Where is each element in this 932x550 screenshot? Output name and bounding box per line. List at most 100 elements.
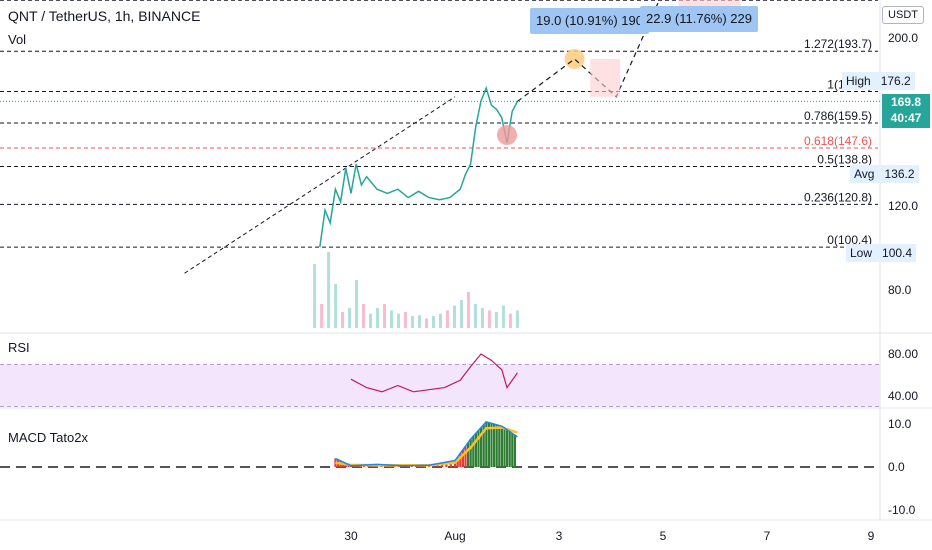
price-axis-tick: 80.0	[888, 283, 912, 297]
volume-bar	[376, 308, 380, 328]
volume-bar	[397, 313, 401, 328]
peak-marker	[564, 49, 585, 69]
volume-bar	[369, 313, 373, 328]
avg-tag: Avg 136.2	[850, 165, 919, 183]
macd-histogram-bar	[461, 449, 464, 467]
price-line	[319, 85, 519, 248]
volume-bar	[320, 304, 324, 328]
volume-bar	[411, 316, 415, 328]
current-price-tag: 169.8 40:47	[882, 94, 930, 128]
time-axis-tick: 9	[868, 529, 875, 543]
high-tag-label: High	[846, 74, 871, 88]
fib-level-label: 0.786(159.5)	[804, 109, 872, 123]
sell-marker	[497, 125, 517, 145]
macd-histogram-bar	[493, 424, 496, 467]
fib-level-label: 0(100.4)	[827, 233, 872, 247]
volume-bar	[501, 305, 505, 328]
macd-axis-tick: 10.0	[888, 417, 912, 431]
time-axis-tick: 5	[660, 529, 667, 543]
macd-histogram-bar	[511, 433, 514, 467]
macd-histogram-bar	[508, 431, 511, 467]
macd-signal-line	[335, 426, 518, 467]
volume-bar	[417, 315, 421, 328]
volume-bar	[438, 313, 442, 328]
time-axis-tick: 3	[556, 529, 563, 543]
volume-bar	[334, 284, 338, 328]
avg-tag-label: Avg	[854, 167, 875, 181]
macd-histogram-bar	[456, 456, 459, 467]
time-axis-tick: 30	[344, 529, 358, 543]
volume-bar	[480, 308, 484, 328]
macd-histogram-bar	[354, 465, 357, 467]
macd-label: MACD Tato2x	[8, 430, 88, 445]
volume-bar	[390, 310, 394, 328]
price-axis-tick: 120.0	[888, 199, 918, 213]
volume-bar	[404, 312, 408, 328]
low-tag-label: Low	[850, 246, 873, 260]
macd-histogram-bar	[472, 436, 475, 467]
rsi-band	[0, 364, 880, 407]
macd-histogram-bar	[477, 430, 480, 467]
macd-line	[335, 421, 518, 467]
macd-histogram-bar	[485, 421, 488, 467]
currency-badge[interactable]: USDT	[882, 6, 924, 24]
macd-histogram-bar	[490, 423, 493, 467]
macd-histogram-bar	[474, 433, 477, 467]
price-axis-tick: 200.0	[888, 31, 918, 45]
current-price: 169.8	[890, 95, 922, 109]
volume-bar	[383, 304, 387, 328]
volume-bar	[424, 318, 428, 328]
volume-bar	[487, 310, 491, 328]
macd-histogram-bar	[503, 427, 506, 467]
rsi-label: RSI	[8, 340, 30, 355]
fib-level-label: 1.272(193.7)	[804, 37, 872, 51]
macd-axis-tick: -10.0	[888, 503, 916, 517]
volume-bar	[327, 252, 331, 328]
rsi-line	[350, 353, 518, 393]
fib-level-label: 0.236(120.8)	[804, 190, 872, 204]
volume-bar	[431, 316, 435, 328]
projection-box	[590, 59, 621, 97]
macd-histogram-bar	[506, 429, 509, 467]
macd-histogram-bar	[467, 442, 470, 467]
macd-histogram-bar	[464, 446, 467, 467]
time-axis-tick: 7	[764, 529, 771, 543]
trendline	[184, 96, 456, 274]
chart-title: QNT / TetherUS, 1h, BINANCE	[8, 8, 201, 24]
rsi-axis-tick: 80.00	[888, 347, 918, 361]
high-tag: High 176.2	[842, 72, 915, 90]
volume-bar	[494, 312, 498, 328]
volume-bar	[508, 313, 512, 328]
rsi-axis-tick: 40.00	[888, 389, 918, 403]
volume-bar	[362, 304, 366, 328]
volume-bar	[313, 264, 317, 328]
volume-bar	[473, 304, 477, 328]
macd-histogram-bar	[498, 425, 501, 467]
low-tag: Low 100.4	[846, 244, 917, 262]
volume-bar	[466, 292, 470, 328]
high-tag-value: 176.2	[880, 74, 911, 88]
macd-histogram-bar	[480, 427, 483, 467]
volume-label: Vol	[8, 32, 27, 47]
volume-bar	[341, 312, 345, 328]
projection-label-2[interactable]: 22.9 (11.76%) 229	[640, 6, 758, 32]
volume-bar	[445, 310, 449, 328]
fib-level-label: 0.618(147.6)	[804, 134, 872, 148]
macd-histogram-bar	[500, 426, 503, 467]
macd-histogram-bar	[495, 424, 498, 467]
volume-bar	[452, 305, 456, 328]
volume-bar	[459, 300, 463, 328]
volume-bar	[355, 280, 359, 328]
fib-level-label: 0.5(138.8)	[817, 153, 872, 167]
macd-axis-tick: 0.0	[888, 460, 905, 474]
volume-bar	[515, 310, 519, 328]
macd-histogram-bar	[459, 453, 462, 467]
time-axis-tick: Aug	[444, 529, 465, 543]
projection-label-1[interactable]: 19.0 (10.91%) 190	[530, 8, 649, 34]
volume-bar	[348, 308, 352, 328]
macd-histogram-bar	[482, 424, 485, 467]
macd-histogram-bar	[469, 439, 472, 467]
bar-countdown: 40:47	[890, 111, 922, 125]
macd-histogram-bar	[513, 435, 516, 467]
